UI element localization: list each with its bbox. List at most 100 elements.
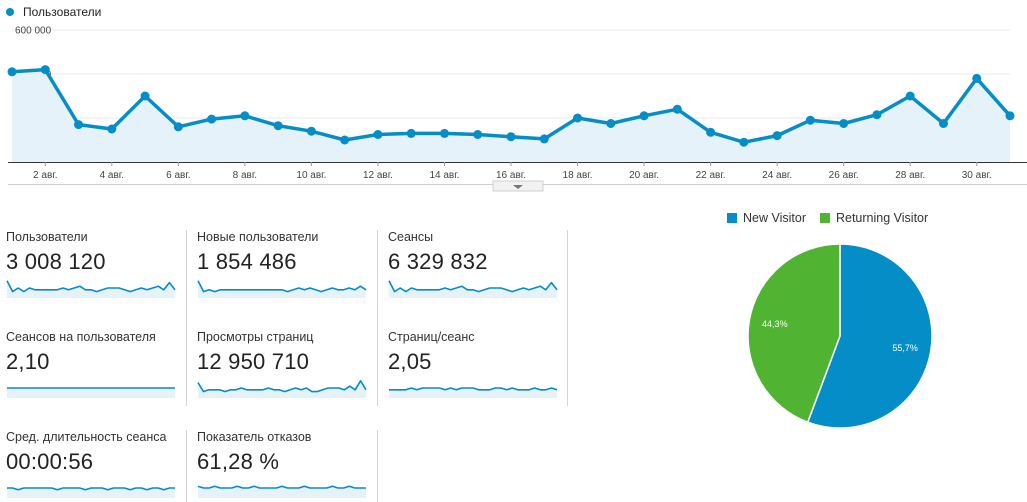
- metric-sparkline: [7, 487, 175, 498]
- x-tick-label: 20 авг.: [629, 170, 659, 181]
- data-point: [306, 126, 316, 136]
- metric-label: Сеансов на пользователя: [6, 330, 156, 344]
- metric-value: 6 329 832: [388, 249, 488, 274]
- pie-slice-label: 44,3%: [762, 319, 788, 329]
- data-point: [905, 91, 915, 101]
- sparkline-area: [7, 280, 175, 298]
- data-point: [739, 137, 749, 147]
- pie-slice-returning-visitor: [747, 243, 841, 424]
- data-point: [805, 115, 815, 125]
- metric-sparkline: [7, 387, 175, 398]
- metric-label: Пользователи: [6, 230, 88, 244]
- metric-bounce-rate[interactable]: Показатель отказов 61,28 %: [197, 430, 375, 500]
- data-point: [672, 104, 682, 114]
- pie-slice-label: 55,7%: [892, 343, 918, 353]
- data-point: [706, 127, 716, 137]
- data-point: [7, 67, 17, 77]
- data-point: [1005, 111, 1015, 121]
- sparkline-area: [389, 280, 557, 298]
- sparkline-area: [7, 388, 175, 398]
- data-point: [173, 122, 183, 132]
- x-tick-label: 26 авг.: [829, 170, 859, 181]
- metric-users[interactable]: Пользователи 3 008 120: [6, 230, 184, 300]
- pie-legend-item-new[interactable]: New Visitor: [727, 211, 806, 225]
- x-tick-label: 6 авг.: [166, 170, 190, 181]
- returning-visitor-swatch: [819, 213, 830, 223]
- metric-new-users[interactable]: Новые пользователи 1 854 486: [197, 230, 375, 300]
- chart-legend: Пользователи: [6, 4, 101, 20]
- sparkline-line: [7, 487, 175, 491]
- data-point: [839, 119, 849, 128]
- pie-legend: New Visitor Returning Visitor: [727, 211, 942, 225]
- series-area: [12, 69, 1010, 162]
- data-point: [273, 121, 283, 131]
- data-point: [240, 111, 250, 121]
- x-tick-label: 16 авг.: [496, 170, 526, 181]
- metric-value: 12 950 710: [197, 349, 310, 374]
- x-tick-label: 12 авг.: [363, 170, 393, 181]
- metric-sparkline: [197, 485, 366, 498]
- metric-sparkline: [197, 380, 367, 398]
- sparkline-area: [7, 488, 175, 498]
- y-tick-label: 600 000: [15, 26, 52, 37]
- x-tick-label: 28 авг.: [895, 170, 925, 181]
- data-point: [539, 134, 549, 144]
- metric-value: 3 008 120: [6, 249, 106, 274]
- metric-sessions-per-user[interactable]: Сеансов на пользователя 2,10: [6, 330, 184, 400]
- data-point: [606, 119, 616, 128]
- visitor-type-pie-chart[interactable]: 55,7% 44,3%: [740, 236, 940, 436]
- metric-value: 00:00:56: [6, 449, 94, 474]
- x-tick-label: 14 авг.: [429, 170, 459, 181]
- metric-divider: [377, 430, 378, 502]
- new-visitor-swatch: [727, 213, 737, 223]
- metric-sparkline: [6, 280, 176, 298]
- data-point: [406, 128, 416, 138]
- data-point: [872, 110, 882, 120]
- sparkline-area: [198, 486, 366, 498]
- sparkline-line: [197, 485, 366, 489]
- metric-label: Показатель отказов: [197, 430, 312, 444]
- x-tick-label: 8 авг.: [233, 170, 257, 181]
- chevron-down-icon: [513, 185, 523, 189]
- metric-label: Сред. длительность сеанса: [6, 430, 167, 444]
- data-point: [938, 119, 948, 128]
- x-tick-label: 24 авг.: [762, 170, 792, 181]
- x-tick-label: 18 авг.: [563, 170, 593, 181]
- metric-divider: [567, 230, 568, 406]
- series-dot-icon: [6, 8, 14, 16]
- x-tick-label: 10 авг.: [296, 170, 326, 181]
- data-point: [473, 130, 483, 139]
- metric-sparkline: [197, 280, 367, 298]
- metric-divider: [377, 230, 378, 406]
- sparkline-line: [197, 380, 367, 393]
- x-tick-label: 4 авг.: [100, 170, 124, 181]
- metric-sessions[interactable]: Сеансы 6 329 832: [388, 230, 566, 300]
- sparkline-area: [389, 388, 557, 398]
- metric-pageviews[interactable]: Просмотры страниц 12 950 710: [197, 330, 375, 400]
- data-point: [340, 135, 350, 145]
- sparkline-line: [388, 280, 558, 293]
- pie-legend-label: New Visitor: [743, 211, 806, 225]
- data-point: [639, 111, 649, 121]
- metric-divider: [186, 230, 187, 406]
- metric-avg-session-duration[interactable]: Сред. длительность сеанса 00:00:56: [6, 430, 184, 500]
- data-point: [107, 124, 117, 134]
- metric-sparkline: [388, 280, 558, 298]
- x-tick-label: 2 авг.: [33, 170, 57, 181]
- pie-legend-item-returning[interactable]: Returning Visitor: [819, 211, 929, 225]
- metric-label: Сеансы: [388, 230, 434, 244]
- metric-label: Новые пользователи: [197, 230, 319, 244]
- data-point: [207, 114, 217, 124]
- pie-legend-label: Returning Visitor: [835, 211, 929, 225]
- sparkline-line: [389, 387, 558, 391]
- sparkline-line: [6, 280, 176, 293]
- metric-pages-per-session[interactable]: Страниц/сеанс 2,05: [388, 330, 566, 400]
- metric-value: 2,05: [388, 349, 432, 374]
- metric-value: 2,10: [6, 349, 50, 374]
- metric-value: 61,28 %: [197, 449, 280, 474]
- metric-divider: [186, 430, 187, 502]
- data-point: [40, 65, 50, 75]
- metric-sparkline: [389, 387, 558, 398]
- metric-value: 1 854 486: [197, 249, 297, 274]
